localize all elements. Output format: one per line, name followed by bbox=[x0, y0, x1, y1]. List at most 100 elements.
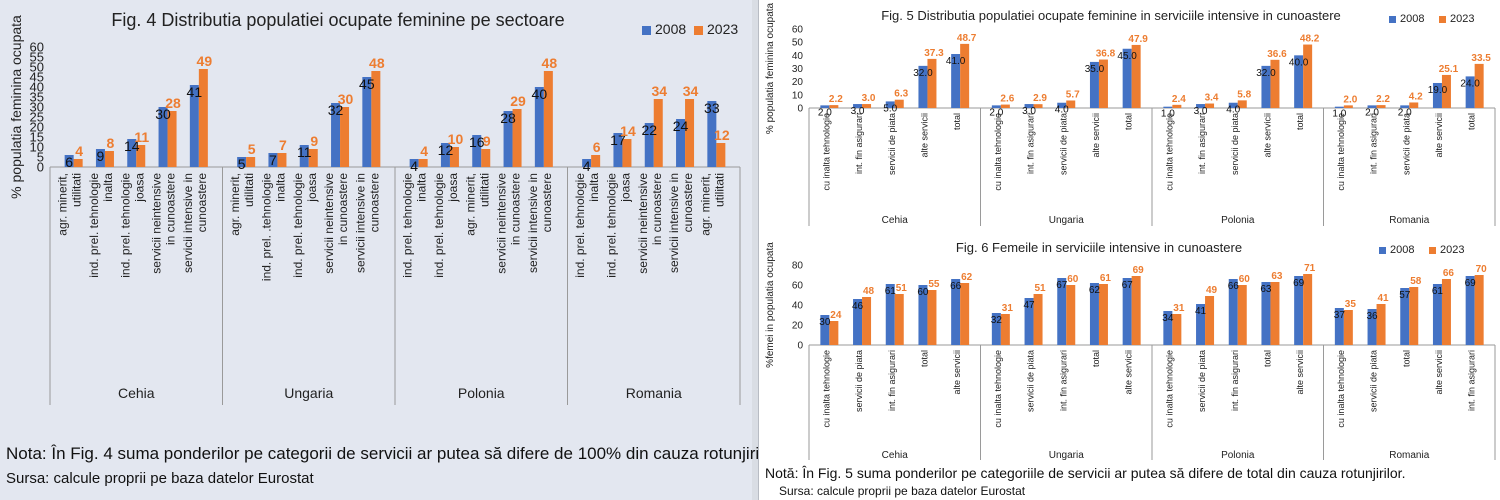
data-label-2023: 4 bbox=[75, 143, 83, 159]
category-label-line: servicii neintensive bbox=[150, 173, 164, 274]
category-label-line: total bbox=[952, 113, 962, 130]
bar-2023 bbox=[927, 290, 937, 345]
bar-2008 bbox=[1228, 102, 1238, 108]
bar-2008 bbox=[95, 149, 105, 167]
category-label: cu inalta tehnologie bbox=[1336, 113, 1346, 191]
data-label-2023: 35 bbox=[1345, 299, 1357, 310]
category-label: int. fin asigurari bbox=[1197, 113, 1207, 174]
category-label: cu inalta tehnologie bbox=[821, 350, 831, 428]
data-label-2023: 12 bbox=[714, 127, 730, 143]
category-label: total bbox=[1467, 113, 1477, 130]
bar-2023 bbox=[685, 99, 695, 167]
bar-2008 bbox=[820, 315, 830, 345]
bar-2008 bbox=[820, 105, 830, 108]
fig4-note: Nota: În Fig. 4 suma ponderilor pe categ… bbox=[6, 444, 782, 463]
bar-2008 bbox=[1122, 278, 1132, 345]
bar-2023 bbox=[1376, 105, 1386, 108]
category-label-line: total bbox=[1091, 350, 1101, 367]
fig5-source: Sursa: calcule proprii pe baza datelor E… bbox=[779, 484, 1026, 498]
data-label-2008: 66 bbox=[950, 281, 962, 292]
category-label: ind. prel. tehnologiejoasa bbox=[432, 173, 460, 278]
category-label: servicii neintensivein cunoastere bbox=[150, 173, 178, 274]
bar-2023 bbox=[449, 147, 459, 167]
data-label-2023: 2.6 bbox=[1000, 94, 1014, 105]
data-label-2008: 28 bbox=[500, 110, 516, 126]
bar-2008 bbox=[472, 135, 482, 167]
bar-2023 bbox=[1172, 314, 1182, 345]
data-label-2008: 40.0 bbox=[1289, 57, 1309, 68]
data-label-2008: 19.0 bbox=[1428, 85, 1448, 96]
bar-2023 bbox=[894, 294, 904, 345]
category-label-line: int. fin asigurari bbox=[1026, 113, 1036, 174]
bar-2023 bbox=[862, 104, 872, 108]
data-label-2023: 71 bbox=[1304, 263, 1316, 274]
bar-2023 bbox=[1409, 287, 1419, 345]
data-label-2008: 12 bbox=[438, 142, 454, 158]
data-label-2023: 61 bbox=[1100, 273, 1112, 284]
bar-2008 bbox=[1400, 288, 1410, 345]
bar-2008 bbox=[918, 65, 928, 108]
category-label: servicii de piata bbox=[1026, 350, 1036, 412]
category-label-line: cu inalta tehnologie bbox=[1164, 113, 1174, 191]
group-label: Romania bbox=[1389, 215, 1429, 226]
data-label-2008: 32.0 bbox=[913, 68, 933, 79]
category-label: total bbox=[1401, 350, 1411, 367]
y-tick-label: 0 bbox=[797, 104, 803, 115]
bar-2023 bbox=[1000, 314, 1010, 345]
bar-2008 bbox=[299, 145, 309, 167]
bar-2008 bbox=[1024, 104, 1034, 108]
data-label-2008: 60 bbox=[917, 287, 929, 298]
category-label-line: cunoastere bbox=[540, 173, 554, 233]
category-label-line: int. fin asigurari bbox=[1467, 350, 1477, 411]
data-label-2008: 4.0 bbox=[1226, 105, 1240, 116]
data-label-2023: 49 bbox=[197, 53, 213, 69]
bar-2023 bbox=[1098, 284, 1108, 345]
data-label-2008: 46 bbox=[852, 301, 864, 312]
data-label-2008: 41.0 bbox=[946, 56, 966, 67]
bar-2023 bbox=[104, 151, 114, 167]
data-label-2023: 51 bbox=[896, 283, 908, 294]
data-label-2008: 24 bbox=[673, 118, 689, 134]
data-label-2023: 33.5 bbox=[1471, 53, 1491, 64]
bar-2008 bbox=[1334, 106, 1344, 108]
group-label: Romania bbox=[626, 385, 682, 401]
category-label-line: total bbox=[1467, 113, 1477, 130]
bar-2023 bbox=[894, 99, 904, 108]
data-label-2008: 14 bbox=[124, 138, 140, 154]
category-label-line: ind. prel. tehnologie bbox=[432, 173, 446, 278]
data-label-2008: 16 bbox=[469, 134, 485, 150]
data-label-2008: 30 bbox=[155, 106, 171, 122]
category-label-line: total bbox=[1262, 350, 1272, 367]
data-label-2023: 7 bbox=[279, 137, 287, 153]
category-label-line: alte servicii bbox=[1434, 350, 1444, 395]
fig5-fig6-panel: Fig. 5 Distributia populatiei ocupate fe… bbox=[758, 0, 1500, 500]
category-label-line: servicii neintensive bbox=[636, 173, 650, 274]
data-label-2023: 6.3 bbox=[894, 89, 908, 100]
bar-2023 bbox=[136, 145, 146, 167]
data-label-2023: 5.8 bbox=[1237, 89, 1251, 100]
data-label-2023: 6 bbox=[593, 139, 601, 155]
category-label-line: cu inalta tehnologie bbox=[1336, 113, 1346, 191]
data-label-2008: 35.0 bbox=[1085, 64, 1105, 75]
bar-2008 bbox=[707, 101, 717, 167]
bar-2023 bbox=[481, 149, 491, 167]
bar-2023 bbox=[1033, 104, 1043, 108]
category-label-line: cunoastere bbox=[367, 173, 381, 233]
data-label-2023: 30 bbox=[338, 91, 354, 107]
category-label-line: int. fin asigurari bbox=[854, 113, 864, 174]
bar-2023 bbox=[1270, 282, 1280, 345]
data-label-2023: 5.7 bbox=[1066, 89, 1080, 100]
data-label-2008: 2.0 bbox=[1398, 107, 1412, 118]
bar-2023 bbox=[1441, 74, 1451, 108]
y-tick-label: 40 bbox=[792, 51, 804, 62]
data-label-2023: 24 bbox=[830, 310, 842, 321]
chart-title: Fig. 4 Distributia populatiei ocupate fe… bbox=[111, 10, 564, 30]
data-label-2008: 5.0 bbox=[883, 103, 897, 114]
category-label-line: ind. prel. .tehnologie bbox=[259, 173, 273, 281]
y-tick-label: 20 bbox=[30, 120, 44, 135]
bar-2023 bbox=[960, 43, 970, 108]
category-label-line: alte servicii bbox=[1124, 350, 1134, 395]
category-label-line: total bbox=[919, 350, 929, 367]
data-label-2023: 31 bbox=[1173, 303, 1185, 314]
data-label-2008: 6 bbox=[65, 154, 73, 170]
